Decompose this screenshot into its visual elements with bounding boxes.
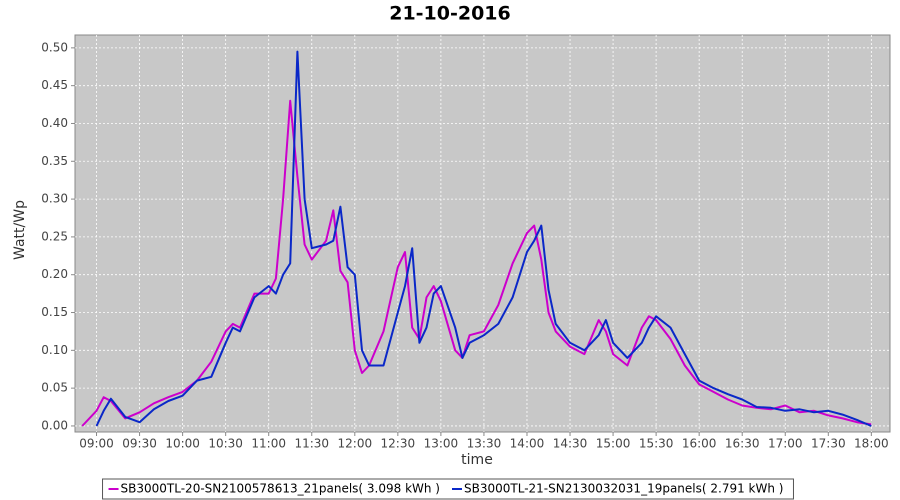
x-tick-label: 17:30	[811, 437, 846, 451]
y-tick-label: 0.00	[41, 418, 68, 432]
y-tick-label: 0.30	[41, 192, 68, 206]
chart-title: 21-10-2016	[389, 3, 511, 25]
series-line	[81, 99, 872, 427]
x-tick-label: 14:00	[510, 437, 545, 451]
x-tick-label: 14:30	[553, 437, 588, 451]
legend: SB3000TL-20-SN2100578613_21panels( 3.098…	[102, 478, 794, 500]
y-tick-label: 0.50	[41, 40, 68, 54]
x-tick-label: 11:30	[294, 437, 329, 451]
y-tick-label: 0.10	[41, 343, 68, 357]
y-tick-label: 0.05	[41, 381, 68, 395]
x-tick-label: 17:00	[768, 437, 803, 451]
x-tick-label: 15:30	[639, 437, 674, 451]
legend-box	[102, 478, 794, 500]
x-axis-title: time	[461, 452, 493, 468]
y-tick-label: 0.45	[41, 78, 68, 92]
x-tick-label: 12:00	[338, 437, 373, 451]
x-tick-label: 18:00	[854, 437, 889, 451]
y-tick-label: 0.25	[41, 229, 68, 243]
x-tick-label: 13:00	[424, 437, 459, 451]
x-tick-label: 16:00	[682, 437, 717, 451]
x-tick-label: 10:00	[165, 437, 200, 451]
x-tick-label: 16:30	[725, 437, 760, 451]
legend-label: SB3000TL-21-SN2130032031_19panels( 2.791…	[464, 482, 783, 496]
x-tick-label: 11:00	[251, 437, 286, 451]
legend-label: SB3000TL-20-SN2100578613_21panels( 3.098…	[121, 482, 440, 496]
y-axis-title: Watt/Wp	[12, 200, 28, 260]
x-tick-label: 15:00	[596, 437, 631, 451]
y-tick-label: 0.35	[41, 154, 68, 168]
x-tick-label: 12:30	[381, 437, 416, 451]
plot-area	[74, 34, 891, 433]
x-tick-label: 09:00	[79, 437, 114, 451]
series-line	[95, 50, 872, 427]
x-tick-label: 13:30	[467, 437, 502, 451]
x-tick-label: 10:30	[208, 437, 243, 451]
x-tick-label: 09:30	[122, 437, 157, 451]
y-tick-label: 0.40	[41, 116, 68, 130]
y-tick-label: 0.20	[41, 267, 68, 281]
y-tick-label: 0.15	[41, 305, 68, 319]
